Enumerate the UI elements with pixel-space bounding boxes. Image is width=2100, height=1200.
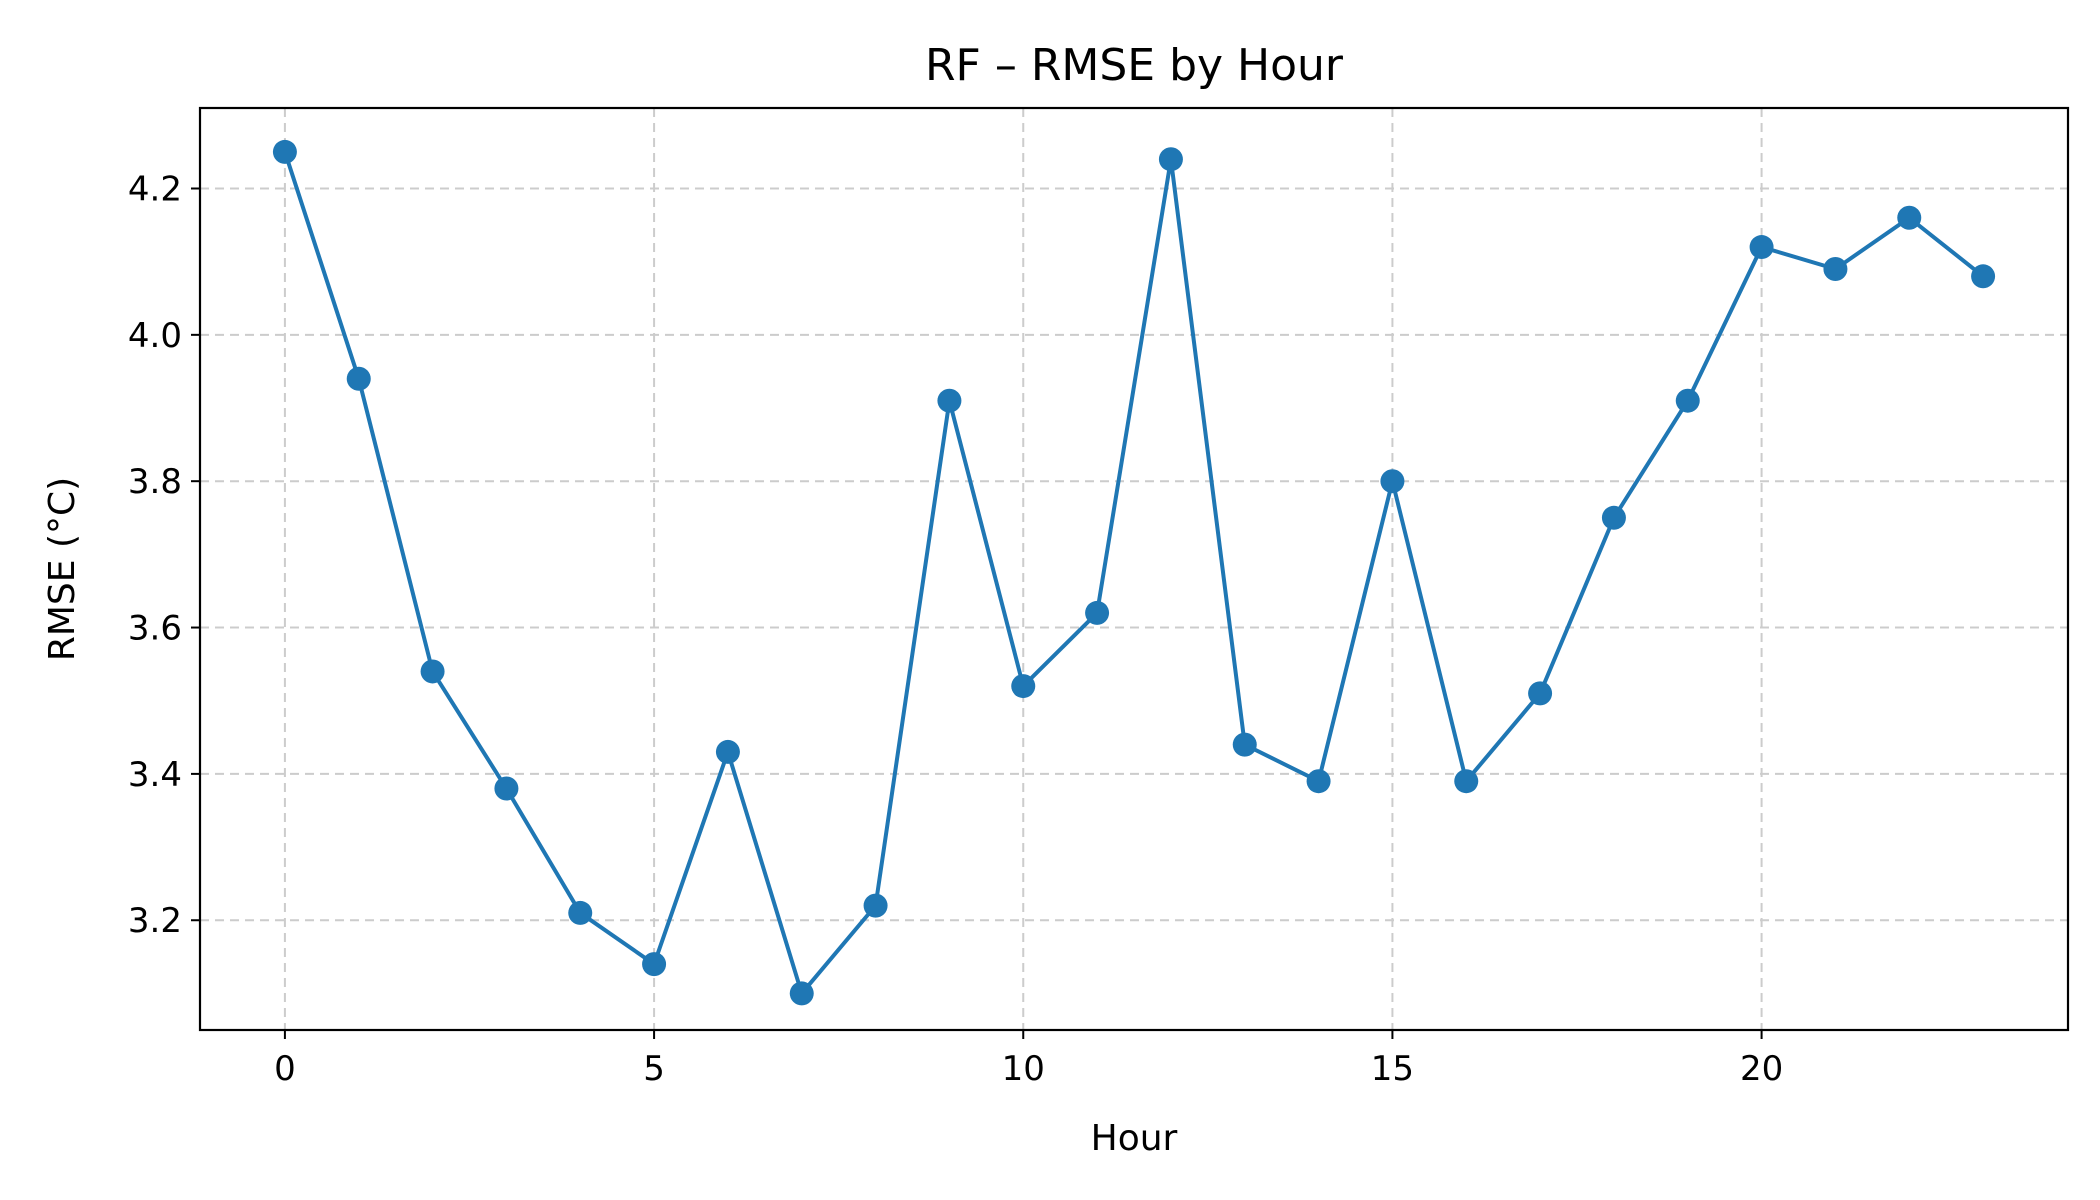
data-point — [272, 139, 297, 164]
chart-title: RF – RMSE by Hour — [925, 40, 1344, 91]
data-point — [1158, 147, 1183, 172]
y-tick-label: 3.2 — [128, 901, 182, 941]
data-point — [789, 981, 814, 1006]
y-tick-label: 3.6 — [128, 609, 182, 649]
y-tick-label: 3.8 — [128, 462, 182, 502]
x-axis-label: Hour — [1091, 1118, 1178, 1159]
data-point — [1675, 388, 1700, 413]
data-point — [1897, 205, 1922, 230]
data-point — [1306, 769, 1331, 794]
data-point — [494, 776, 519, 801]
data-point — [1823, 256, 1848, 281]
data-point — [1528, 681, 1553, 706]
data-point — [1232, 732, 1257, 757]
axis-ticks: 0 5 10 15 20 3.2 3.4 3.6 3.8 4.0 4.2 — [128, 169, 1783, 1089]
y-tick-label: 4.2 — [128, 169, 182, 209]
data-point — [1971, 264, 1996, 289]
data-series — [272, 139, 1996, 1006]
x-tick-label: 10 — [1002, 1049, 1045, 1089]
data-point — [420, 659, 445, 684]
x-tick-label: 0 — [274, 1049, 296, 1089]
x-tick-label: 15 — [1371, 1049, 1414, 1089]
x-tick-label: 5 — [643, 1049, 665, 1089]
data-point — [1749, 235, 1774, 260]
data-point — [715, 739, 740, 764]
data-point — [642, 952, 667, 977]
data-point — [937, 388, 962, 413]
data-point — [1380, 469, 1405, 494]
y-tick-label: 3.4 — [128, 755, 182, 795]
data-point — [1601, 505, 1626, 530]
y-tick-label: 4.0 — [128, 316, 182, 356]
grid — [200, 108, 2068, 1030]
data-point — [1085, 600, 1110, 625]
y-axis-label: RMSE (°C) — [42, 477, 83, 661]
data-point — [346, 366, 371, 391]
data-point — [863, 893, 888, 918]
series-line — [282, 149, 1986, 996]
x-tick-label: 20 — [1740, 1049, 1783, 1089]
data-point — [1011, 674, 1036, 699]
data-point — [568, 900, 593, 925]
data-point — [1454, 769, 1479, 794]
plot-area-frame — [198, 106, 2070, 1032]
